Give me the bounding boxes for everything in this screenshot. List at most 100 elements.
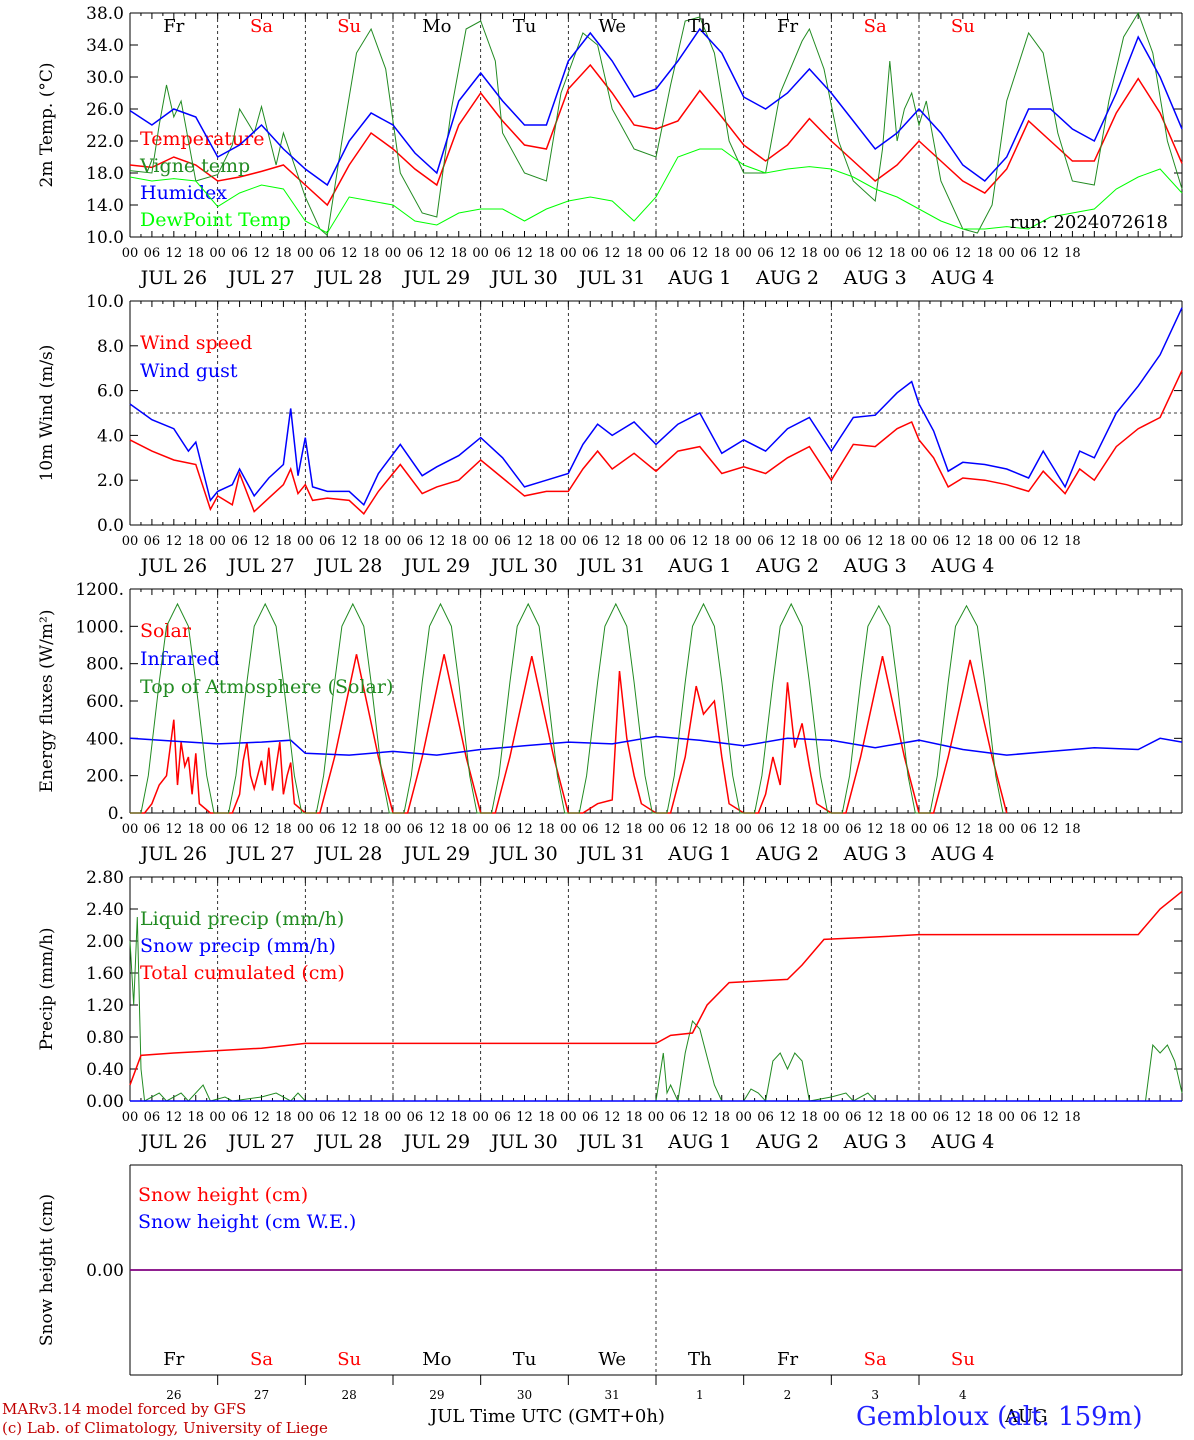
hour-tick-label: 12 [166, 822, 183, 837]
day-label: AUG 1 [667, 555, 731, 577]
hour-tick-label: 18 [889, 822, 906, 837]
day-label: AUG 1 [667, 843, 731, 865]
hour-tick-label: 00 [998, 822, 1015, 837]
hour-tick-label: 18 [801, 534, 818, 549]
hour-tick-label: 00 [648, 1110, 665, 1125]
hour-tick-label: 00 [560, 1110, 577, 1125]
day-label: JUL 29 [402, 1131, 470, 1153]
hour-tick-label: 00 [297, 534, 314, 549]
day-label: JUL 27 [226, 555, 294, 577]
y-axis-label: 2m Temp. (°C) [37, 62, 57, 187]
hour-tick-label: 18 [450, 246, 467, 261]
hour-tick-label: 06 [407, 534, 424, 549]
y-tick-label: 1.60 [86, 964, 124, 984]
hour-tick-label: 12 [955, 246, 972, 261]
series-line [129, 307, 1183, 507]
hour-tick-label: 18 [1064, 534, 1081, 549]
hour-tick-label: 06 [319, 1110, 336, 1125]
weekday-label: Fr [163, 16, 184, 37]
hour-tick-label: 12 [429, 1110, 446, 1125]
y-axis-label: Snow height (cm) [37, 1194, 57, 1346]
hour-tick-label: 12 [341, 1110, 358, 1125]
hour-tick-label: 12 [867, 246, 884, 261]
hour-tick-label: 06 [670, 822, 687, 837]
hour-tick-label: 18 [713, 1110, 730, 1125]
series-line [129, 63, 1183, 207]
y-tick-label: 8.0 [97, 337, 124, 357]
day-label: AUG 3 [843, 267, 907, 289]
hour-tick-label: 00 [385, 246, 402, 261]
hour-tick-label: 12 [604, 822, 621, 837]
hour-tick-label: 06 [845, 1110, 862, 1125]
hour-tick-label: 18 [187, 1110, 204, 1125]
hour-tick-label: 06 [319, 822, 336, 837]
hour-tick-label: 18 [976, 246, 993, 261]
hour-tick-label: 06 [1020, 1110, 1037, 1125]
hour-tick-label: 00 [911, 246, 928, 261]
series-line [129, 890, 1183, 1086]
day-number-label: 1 [696, 1388, 704, 1402]
legend-entry: Infrared [140, 648, 220, 670]
hour-tick-label: 00 [122, 1110, 139, 1125]
x-axis-label: JUL Time UTC (GMT+0h) [430, 1406, 665, 1427]
hour-tick-label: 12 [1042, 1110, 1059, 1125]
legend-entry: Total cumulated (cm) [140, 962, 345, 984]
hour-tick-label: 12 [253, 534, 270, 549]
hour-tick-label: 06 [407, 246, 424, 261]
weekday-label: Sa [864, 16, 887, 37]
day-label: AUG 2 [755, 267, 819, 289]
hour-tick-label: 12 [166, 534, 183, 549]
hour-tick-label: 00 [823, 246, 840, 261]
hour-tick-label: 00 [998, 534, 1015, 549]
day-number-label: 30 [517, 1388, 532, 1402]
day-label: AUG 4 [930, 555, 994, 577]
y-axis-label: Precip (mm/h) [37, 927, 57, 1050]
hour-tick-label: 00 [297, 1110, 314, 1125]
hour-tick-label: 12 [779, 534, 796, 549]
run-label: run: 2024072618 [1010, 212, 1168, 233]
hour-tick-label: 12 [867, 1110, 884, 1125]
legend-entry: Snow precip (mm/h) [140, 935, 336, 957]
hour-tick-label: 00 [648, 822, 665, 837]
hour-tick-label: 18 [1064, 246, 1081, 261]
hour-tick-label: 12 [692, 534, 709, 549]
hour-tick-label: 06 [933, 1110, 950, 1125]
credit-label: (c) Lab. of Climatology, University of L… [2, 1419, 328, 1437]
month-left-label: JUL [430, 1406, 465, 1427]
hour-tick-label: 12 [516, 1110, 533, 1125]
station-name: Gembloux (alt. 159m) [856, 1402, 1143, 1432]
weekday-label: Fr [163, 1349, 184, 1370]
day-label: JUL 27 [226, 843, 294, 865]
day-label: JUL 30 [489, 843, 557, 865]
hour-tick-label: 00 [385, 534, 402, 549]
hour-tick-label: 06 [1020, 246, 1037, 261]
hour-tick-label: 00 [472, 534, 489, 549]
day-label: JUL 28 [314, 555, 382, 577]
hour-tick-label: 12 [516, 534, 533, 549]
hour-tick-label: 18 [976, 822, 993, 837]
hour-tick-label: 18 [626, 1110, 643, 1125]
hour-tick-label: 18 [275, 1110, 292, 1125]
footer-credits: MARv3.14 model forced by GFS (c) Lab. of… [2, 1400, 328, 1438]
y-tick-label: 4.0 [97, 426, 124, 446]
hour-tick-label: 06 [1020, 534, 1037, 549]
model-label: MARv3.14 model forced by GFS [2, 1400, 247, 1418]
hour-tick-label: 06 [933, 822, 950, 837]
y-tick-label: 30.0 [86, 68, 124, 88]
day-label: AUG 3 [843, 843, 907, 865]
hour-tick-label: 06 [582, 1110, 599, 1125]
hour-tick-label: 06 [494, 246, 511, 261]
hour-tick-label: 00 [472, 246, 489, 261]
hour-tick-label: 18 [1064, 822, 1081, 837]
hour-tick-label: 12 [692, 822, 709, 837]
hour-tick-label: 12 [253, 822, 270, 837]
weekday-label: Sa [250, 1349, 273, 1370]
hour-tick-label: 00 [297, 822, 314, 837]
hour-tick-label: 00 [560, 534, 577, 549]
day-label: AUG 4 [930, 267, 994, 289]
hour-tick-label: 18 [363, 1110, 380, 1125]
hour-tick-label: 12 [779, 822, 796, 837]
series-line [129, 11, 1183, 237]
panel-2: 0.0 2.0 4.0 6.0 8.0 10.0 10m Wind (m/s) Wind sp… [37, 292, 1183, 577]
